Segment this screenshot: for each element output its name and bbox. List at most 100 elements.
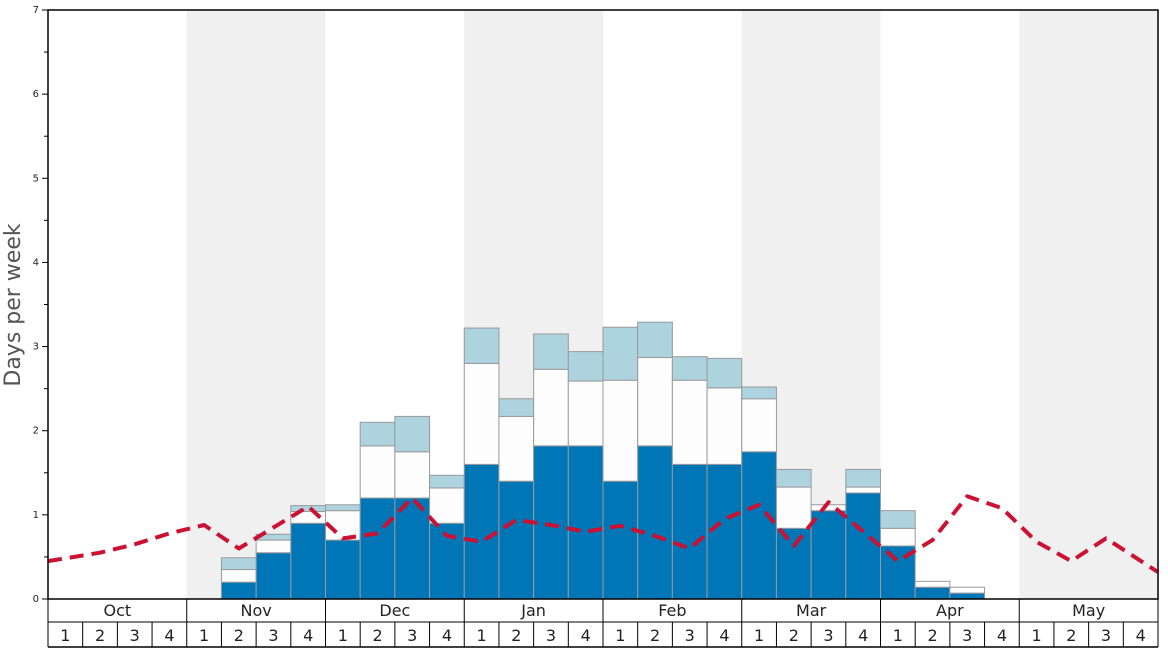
bar-segment-bottom xyxy=(567,445,604,600)
bar-segment-top xyxy=(498,398,535,417)
bar-segment-middle xyxy=(463,362,500,465)
bar-segment-middle xyxy=(775,486,812,529)
bar-segment-bottom xyxy=(671,463,708,600)
bar-segment-bottom xyxy=(775,527,812,600)
y-tick-label: 7 xyxy=(33,5,39,16)
week-label: 2 xyxy=(95,626,105,645)
bar-segment-middle xyxy=(637,357,673,447)
bar-segment-bottom xyxy=(845,492,881,600)
month-band xyxy=(186,10,326,599)
week-label: 1 xyxy=(477,626,487,645)
bar-segment-top xyxy=(533,333,569,370)
y-tick-label: 4 xyxy=(33,257,39,268)
bar-segment-top xyxy=(637,321,673,359)
month-label: Jan xyxy=(520,601,546,620)
bar-segment-top xyxy=(741,386,777,400)
month-label: May xyxy=(1072,601,1105,620)
y-tick-label: 3 xyxy=(33,342,39,353)
week-label: 1 xyxy=(615,626,625,645)
week-label: 3 xyxy=(962,626,972,645)
bar-segment-bottom xyxy=(325,539,361,600)
bar-segment-middle xyxy=(671,379,708,465)
bar-segment-middle xyxy=(914,580,951,588)
y-tick-label: 2 xyxy=(33,426,39,437)
y-tick-label: 0 xyxy=(33,594,39,605)
bar-segment-middle xyxy=(880,527,916,547)
y-axis: 0 1 2 3 4 5 6 7 xyxy=(33,5,48,605)
bar-segment-bottom xyxy=(602,480,639,600)
bar-segment-top xyxy=(845,468,881,488)
month-label: Mar xyxy=(796,601,827,620)
y-tick-label: 1 xyxy=(33,510,39,521)
bar-segment-middle xyxy=(255,539,292,554)
bar-segment-top xyxy=(602,326,639,381)
week-label: 2 xyxy=(372,626,382,645)
week-label: 4 xyxy=(997,626,1007,645)
week-label: 4 xyxy=(442,626,452,645)
bar-segment-top xyxy=(463,327,500,364)
week-label: 1 xyxy=(60,626,70,645)
bar-segment-bottom xyxy=(463,463,500,600)
bar-segment-top xyxy=(429,474,465,489)
bar-segment-bottom xyxy=(394,497,431,600)
bar-segment-middle xyxy=(533,368,569,447)
bar-segment-middle xyxy=(567,380,604,447)
bar-segment-bottom xyxy=(359,497,396,600)
bar-segment-middle xyxy=(498,415,535,482)
bar-segment-top xyxy=(220,557,257,571)
bar-segment-bottom xyxy=(914,586,951,600)
week-label: 2 xyxy=(511,626,521,645)
week-label: 2 xyxy=(1066,626,1076,645)
week-label: 1 xyxy=(754,626,764,645)
week-label: 2 xyxy=(789,626,799,645)
month-label: Dec xyxy=(379,601,410,620)
week-label: 3 xyxy=(407,626,417,645)
bar-segment-middle xyxy=(845,486,881,494)
x-axis: Oct 1 2 3 4 Nov 1 2 3 4 Dec 1 2 3 4 Jan 1 2 3 4 Feb 1 2 3 4 Mar 1 2… xyxy=(47,599,1159,648)
week-label: 1 xyxy=(893,626,903,645)
week-label: 4 xyxy=(1136,626,1146,645)
week-label: 3 xyxy=(685,626,695,645)
bar-segment-middle xyxy=(741,398,777,453)
bar-segment-middle xyxy=(810,504,847,512)
bar-segment-middle xyxy=(706,387,743,465)
bar-segment-top xyxy=(706,357,743,389)
y-axis-label: Days per week xyxy=(1,223,26,386)
bar-segment-bottom xyxy=(220,581,257,600)
bar-segment-top xyxy=(394,415,431,453)
week-label: 4 xyxy=(719,626,729,645)
week-label: 1 xyxy=(338,626,348,645)
bar-segment-top xyxy=(880,510,916,529)
average-line-path xyxy=(47,494,1160,574)
month-label: Nov xyxy=(241,601,272,620)
average-line xyxy=(47,494,1160,574)
bar-segment-bottom xyxy=(290,522,326,600)
week-label: 4 xyxy=(303,626,313,645)
week-label: 2 xyxy=(927,626,937,645)
week-label: 3 xyxy=(130,626,140,645)
week-label: 4 xyxy=(581,626,591,645)
y-tick-label: 5 xyxy=(33,173,39,184)
week-label: 4 xyxy=(858,626,868,645)
bar-segment-middle xyxy=(359,445,396,499)
bar-segment-bottom xyxy=(255,552,292,600)
week-label: 1 xyxy=(1032,626,1042,645)
y-tick-label: 6 xyxy=(33,89,39,100)
bar-segment-middle xyxy=(949,586,986,594)
week-label: 1 xyxy=(199,626,209,645)
bar-segment-bottom xyxy=(810,510,847,600)
month-label: Apr xyxy=(936,601,964,620)
bar-segment-bottom xyxy=(949,592,986,600)
bar-segment-bottom xyxy=(637,445,673,600)
month-label: Feb xyxy=(658,601,686,620)
bar-segment-bottom xyxy=(533,445,569,600)
bar-segment-middle xyxy=(429,487,465,524)
bar-segment-bottom xyxy=(741,451,777,600)
bar-segment-top xyxy=(359,421,396,447)
week-label: 3 xyxy=(268,626,278,645)
week-label: 3 xyxy=(546,626,556,645)
week-label: 2 xyxy=(650,626,660,645)
bar-segment-top xyxy=(290,505,326,512)
week-label: 3 xyxy=(1101,626,1111,645)
